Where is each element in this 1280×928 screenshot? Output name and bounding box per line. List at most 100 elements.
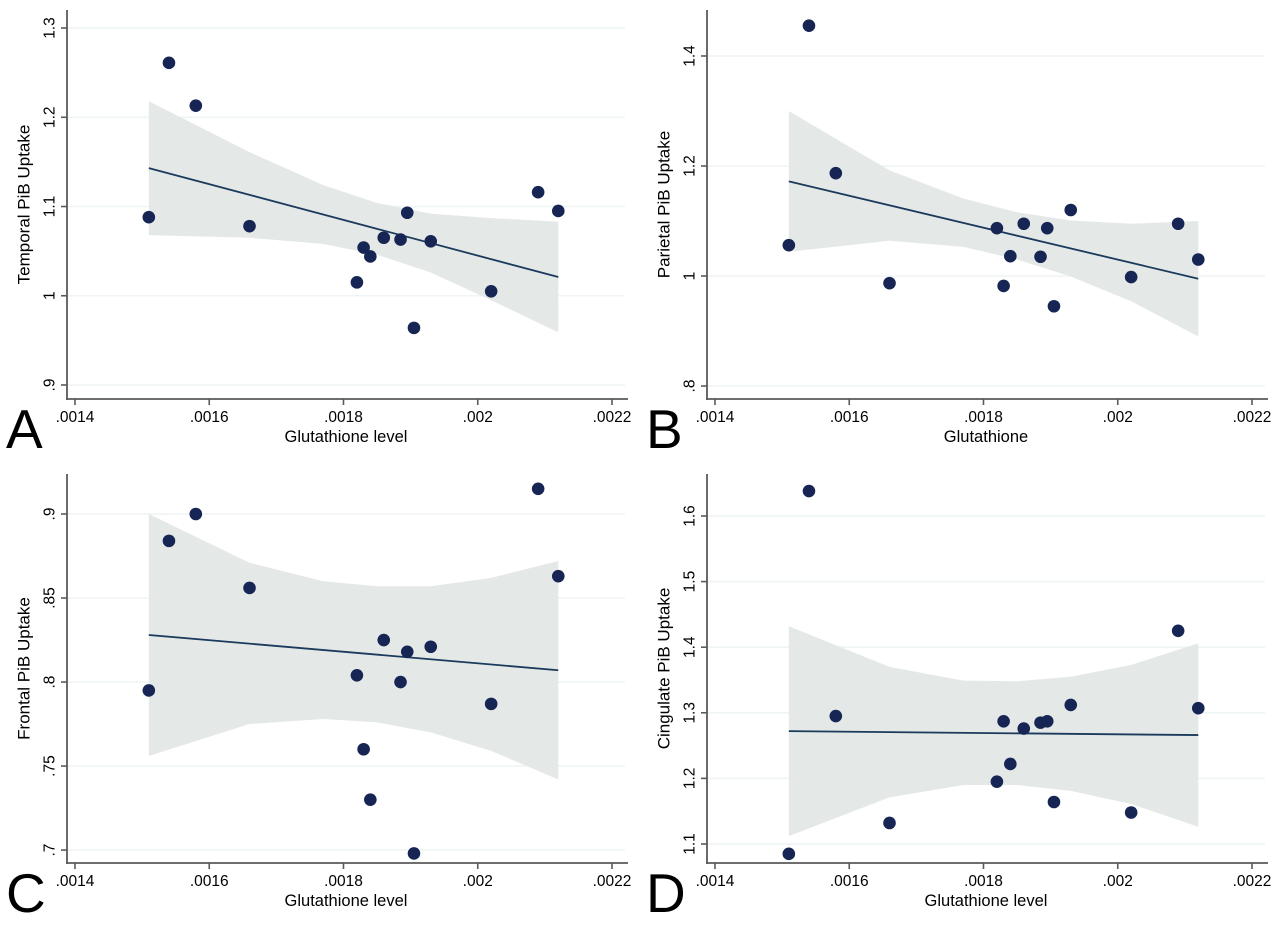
data-point <box>1017 217 1031 231</box>
x-tick-label: .0016 <box>830 409 869 426</box>
data-point <box>364 793 377 806</box>
y-tick-label: 1.2 <box>682 155 699 177</box>
x-tick-label: .002 <box>463 873 493 890</box>
data-point <box>162 56 176 70</box>
x-tick-label: .002 <box>1103 873 1133 890</box>
data-point <box>997 715 1010 728</box>
data-point <box>997 279 1010 293</box>
x-tick-label: .0014 <box>56 409 95 426</box>
data-point <box>162 534 176 548</box>
panel-letter: B <box>646 398 683 460</box>
data-point <box>189 507 203 521</box>
data-point <box>350 276 364 289</box>
chart-B: .0014 .0016 .0018 .002 .0022 .8 1 1.2 1.4 Glutath… <box>646 10 1272 460</box>
data-point <box>407 847 421 860</box>
data-point <box>1004 757 1017 771</box>
x-axis-title: Glutathione level <box>285 428 408 446</box>
x-tick-label: .0022 <box>1233 409 1272 426</box>
y-tick-label: 1.3 <box>682 702 699 724</box>
data-point <box>1124 806 1138 819</box>
data-point <box>1124 270 1138 284</box>
data-point <box>551 569 565 583</box>
y-tick-label: 1.1 <box>42 196 59 218</box>
y-tick-label: 1.1 <box>682 833 699 855</box>
data-point <box>1040 221 1054 235</box>
chart-C: .0014 .0016 .0018 .002 .0022 .7 .75 .8 .85 .9 Glut… <box>6 474 631 924</box>
data-point <box>531 482 545 496</box>
data-point <box>1034 250 1047 264</box>
y-tick-label: .8 <box>682 380 699 393</box>
data-point <box>377 231 391 245</box>
y-axis-title: Temporal PiB Uptake <box>15 125 34 285</box>
x-tick-label: .0018 <box>964 873 1003 890</box>
data-point <box>1191 701 1205 715</box>
scatter-points <box>782 484 1205 861</box>
fit-line <box>148 167 559 278</box>
data-point <box>782 847 796 861</box>
y-tick-label: 1 <box>42 291 59 300</box>
data-point <box>1171 217 1185 231</box>
y-tick-label: 1.4 <box>682 636 699 658</box>
data-point <box>1171 624 1185 638</box>
x-axis-title: Glutathione <box>944 428 1028 446</box>
panel-letter: A <box>6 398 43 460</box>
panel-letter: C <box>6 862 46 924</box>
data-point <box>424 235 438 248</box>
data-point <box>802 19 816 33</box>
data-point <box>883 816 896 830</box>
data-point <box>1047 795 1061 809</box>
x-axis-title: Glutathione level <box>285 892 408 910</box>
x-tick-label: .0016 <box>190 409 229 426</box>
axes <box>61 10 628 405</box>
x-tick-label: .0016 <box>190 873 229 890</box>
y-tick-label: 1.2 <box>42 106 59 128</box>
panel-cingulate: .0014 .0016 .0018 .002 .0022 1.1 1.2 1.3 1.4 1.5 1… <box>640 464 1280 928</box>
y-tick-label: 1.2 <box>682 768 699 790</box>
data-point <box>400 645 414 659</box>
data-point <box>189 99 203 112</box>
data-point <box>883 276 896 290</box>
data-point <box>829 166 843 180</box>
x-tick-label: .0014 <box>56 873 95 890</box>
x-tick-label: .0018 <box>324 409 363 426</box>
data-point <box>990 775 1004 788</box>
chart-A: .0014 .0016 .0018 .002 .0022 .9 1 1.1 1.2 1.3 Glut… <box>6 10 632 460</box>
data-point <box>394 675 407 689</box>
data-point <box>484 697 498 711</box>
confidence-band <box>148 101 559 333</box>
y-tick-label: .85 <box>42 587 59 609</box>
fit-line <box>788 730 1199 736</box>
axes <box>61 474 628 869</box>
y-tick-label: 1.5 <box>682 571 699 593</box>
data-point <box>424 640 438 654</box>
x-tick-label: .002 <box>1103 409 1133 426</box>
scatter-points <box>142 56 565 335</box>
data-point <box>142 684 156 697</box>
scatter-points <box>782 19 1205 313</box>
y-axis-title: Cingulate PiB Uptake <box>655 588 674 750</box>
x-tick-label: .0022 <box>1233 873 1272 890</box>
confidence-band <box>788 626 1199 837</box>
y-tick-label: 1.6 <box>682 505 699 527</box>
panel-temporal: .0014 .0016 .0018 .002 .0022 .9 1 1.1 1.2 1.3 Glut… <box>0 0 640 464</box>
data-point <box>394 233 407 246</box>
axes <box>701 10 1268 405</box>
data-point <box>802 484 816 498</box>
data-point <box>243 581 256 595</box>
data-point <box>1191 253 1205 266</box>
y-axis-title: Parietal PiB Uptake <box>655 131 674 278</box>
x-tick-label: .002 <box>463 409 493 426</box>
panel-frontal: .0014 .0016 .0018 .002 .0022 .7 .75 .8 .85 .9 Glut… <box>0 464 640 928</box>
axes <box>701 474 1268 869</box>
data-point <box>829 709 843 723</box>
data-point <box>243 219 256 233</box>
data-point <box>1047 299 1061 313</box>
y-axis-title: Frontal PiB Uptake <box>15 597 34 740</box>
data-point <box>350 669 364 682</box>
y-tick-label: 1.3 <box>42 17 59 39</box>
data-point <box>1004 249 1017 263</box>
x-tick-label: .0022 <box>593 409 632 426</box>
data-point <box>1017 722 1031 735</box>
data-point <box>400 206 414 220</box>
